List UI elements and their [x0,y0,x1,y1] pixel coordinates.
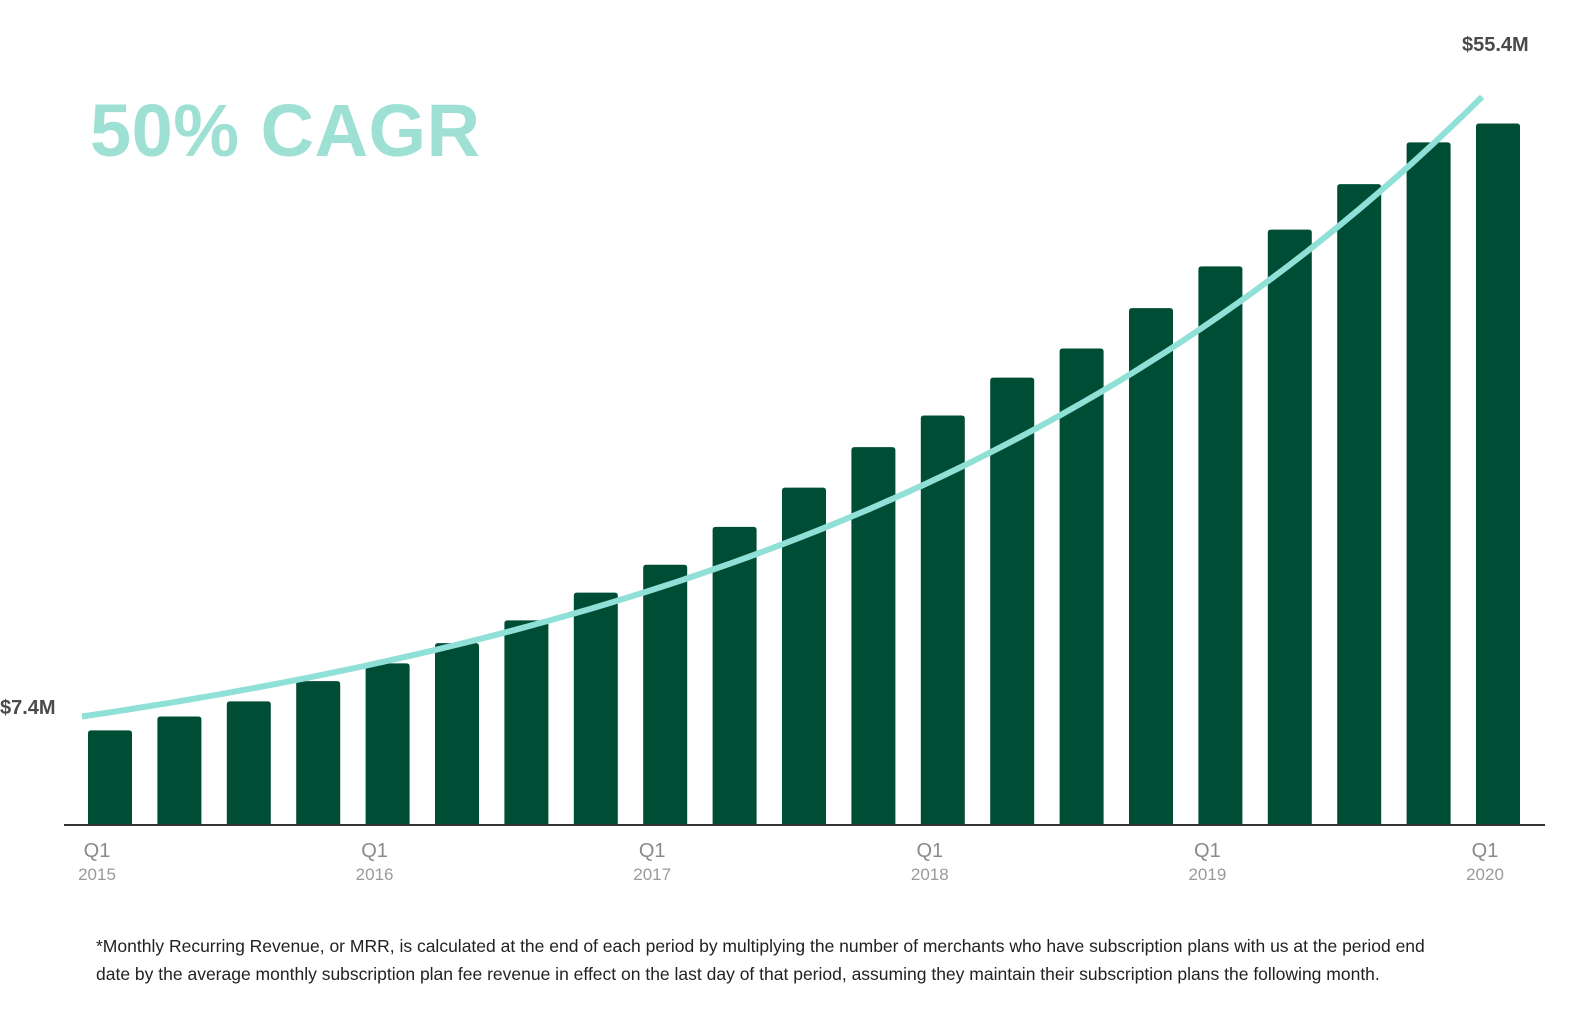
tick-2020: Q1 2020 [1425,839,1545,887]
bar-q3-2015 [226,701,271,824]
bar-q1-2017 [643,564,688,824]
bar-q4-2019 [1406,142,1451,825]
bar-q3-2018 [1059,348,1104,824]
bar-q3-2017 [782,487,826,824]
bar-q4-2016 [573,592,618,824]
tick-quarter-label: Q1 [83,840,111,862]
bar-q2-2018 [990,377,1035,824]
bar-q3-2016 [504,620,549,824]
bar-q4-2015 [296,681,341,824]
bar-q4-2017 [851,447,896,824]
cagr-title: 50% CAGR [90,89,481,172]
bar-q4-2018 [1129,308,1173,825]
tick-2016: Q1 2016 [315,839,435,887]
start-value-label: $7.4M [0,697,56,719]
tick-quarter-label: Q1 [916,840,944,862]
tick-quarter-label: Q1 [1194,840,1221,862]
bar-q3-2019 [1337,184,1382,824]
tick-year-label: 2018 [910,865,949,884]
bars [88,123,1520,825]
bar-q1-2018 [920,415,965,824]
bar-q1-2019 [1198,266,1243,824]
tick-year-label: 2020 [1466,865,1504,884]
tick-quarter-label: Q1 [638,840,666,862]
tick-2015: Q1 2015 [37,839,157,887]
bar-q2-2016 [435,643,479,824]
end-value-label: $55.4M [1462,34,1529,56]
bar-q2-2017 [712,526,757,824]
tick-year-label: 2015 [78,865,116,884]
bar-q2-2019 [1267,229,1312,824]
tick-quarter-label: Q1 [361,840,388,862]
tick-quarter-label: Q1 [1471,840,1499,862]
tick-2018: Q1 2018 [870,839,990,887]
tick-year-label: 2019 [1188,865,1227,884]
bar-q2-2015 [157,716,202,824]
bar-q1-2015 [88,730,132,824]
bar-q1-2020 [1476,123,1520,824]
bar-q1-2016 [365,663,410,824]
trend-line [81,94,1485,720]
tick-2017: Q1 2017 [592,839,712,887]
tick-year-label: 2017 [633,865,672,884]
tick-2019: Q1 2019 [1147,839,1267,887]
footnote: *Monthly Recurring Revenue, or MRR, is c… [96,936,1425,984]
tick-year-label: 2016 [355,865,394,884]
